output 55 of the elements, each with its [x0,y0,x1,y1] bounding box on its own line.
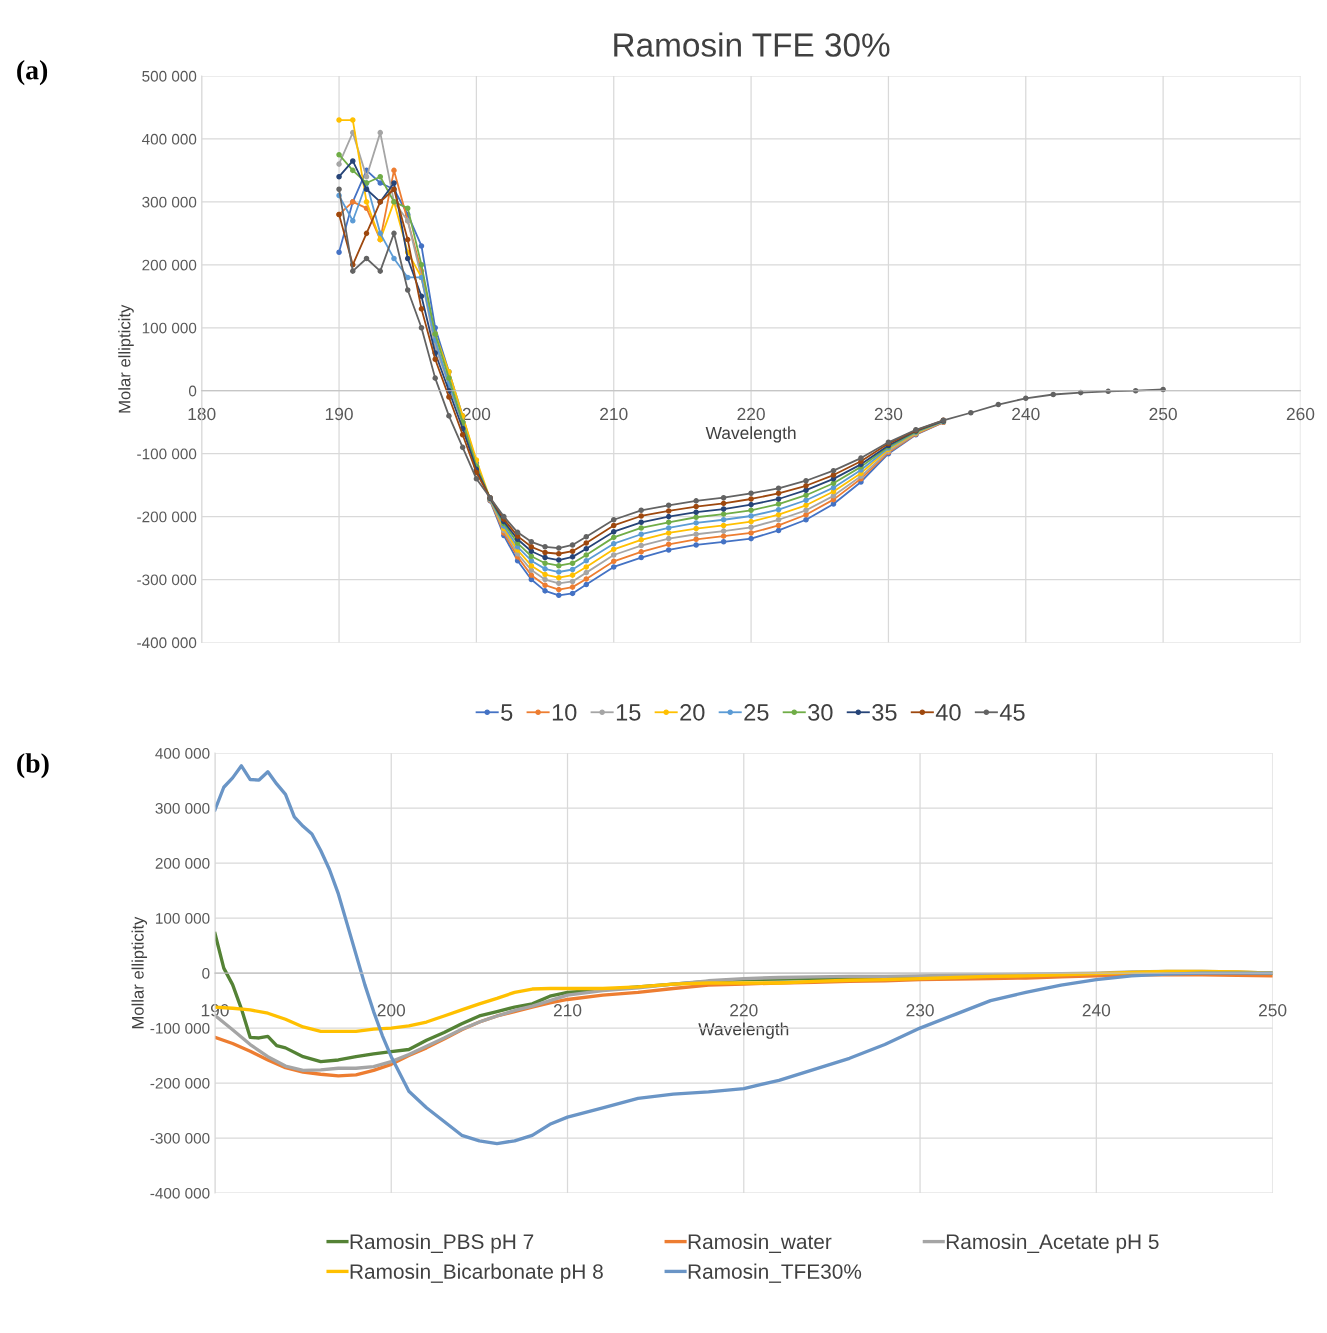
y-tick-label: -200 000 [137,511,197,523]
y-tick-label: -200 000 [150,1077,210,1089]
x-tick-label: 220 [737,407,765,421]
y-tick-label: 200 000 [155,857,210,869]
x-axis-title: Wavelength [698,1022,789,1039]
y-tick-label: -100 000 [137,448,197,460]
legend-label: 15 [616,704,641,721]
x-tick-label: 220 [730,1004,758,1017]
legend-label: 40 [935,704,961,721]
y-tick-label: 400 000 [141,133,197,145]
x-axis-title: Wavelength [705,426,796,443]
y-tick-label: -100 000 [150,1022,210,1034]
y-tick-label: 100 000 [142,322,197,334]
text: (b) [17,753,49,779]
y-tick-label: 300 000 [155,803,210,814]
y-tick-label: 300 000 [142,196,197,208]
legend-label: 5 [501,704,513,721]
x-tick-label: 230 [874,407,903,421]
x-tick-label: 210 [553,1004,582,1017]
legend-label: Ramosin_Bicarbonate pH 8 [350,1263,603,1284]
y-tick-label: -400 000 [137,637,197,649]
x-tick-label: 250 [1149,407,1177,421]
y-tick-label: 200 000 [142,259,197,271]
text: (a) [17,59,48,86]
x-tick-label: 210 [600,407,628,421]
legend-label: 10 [552,704,577,721]
legend-label: 45 [999,704,1025,721]
y-tick-label: -300 000 [150,1132,210,1144]
x-tick-label: 240 [1082,1004,1111,1017]
x-tick-label: 230 [906,1004,934,1017]
legend-label: 35 [872,704,897,721]
x-tick-label: 240 [1012,407,1040,421]
x-tick-label: 190 [325,407,353,421]
y-tick-label: -300 000 [137,574,197,586]
legend-label: Ramosin_PBS pH 7 [350,1233,534,1254]
y-tick-label: -400 000 [150,1187,210,1199]
legend-label: Ramosin_water [688,1233,832,1254]
x-tick-label: 200 [462,407,491,421]
y-tick-label: 0 [188,385,197,397]
x-tick-label: 180 [188,407,216,421]
y-tick-label: 400 000 [155,748,210,759]
x-tick-label: 250 [1258,1004,1287,1017]
y-tick-label: 100 000 [156,912,210,924]
chart-title: Ramosin TFE 30% [614,32,890,57]
y-tick-label: 0 [202,967,210,979]
y-axis-title: Mollar ellipticity [131,916,148,1029]
legend-label: 30 [808,704,833,721]
legend-label: Ramosin_Acetate pH 5 [946,1233,1159,1254]
legend-label: 20 [680,704,705,721]
y-tick-label: 500 000 [142,70,197,82]
legend-label: Ramosin_TFE30% [688,1263,862,1283]
legend-label: 25 [744,704,769,721]
x-tick-label: 200 [377,1004,406,1017]
x-tick-label: 260 [1286,407,1315,421]
y-axis-title: Molar ellipticity [118,304,134,413]
